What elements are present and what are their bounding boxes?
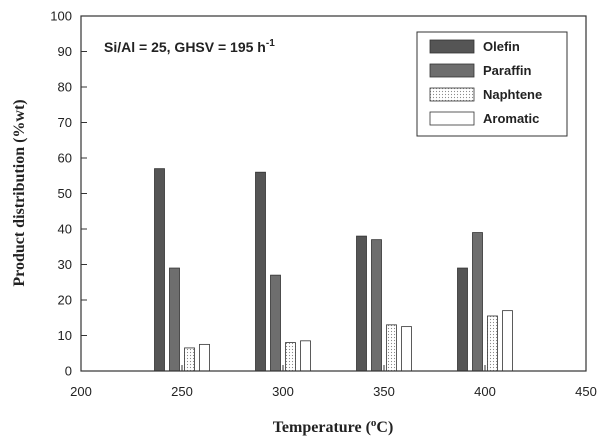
bar-naphtene-350	[386, 324, 397, 372]
legend-swatch-naphtene	[429, 87, 475, 102]
y-tick-label: 50	[58, 186, 72, 201]
legend-swatch-olefin	[429, 39, 475, 54]
bar-naphtene-300	[285, 342, 296, 372]
x-tick-label: 450	[575, 384, 597, 399]
y-tick-label: 100	[50, 9, 72, 24]
bar-olefin-250	[154, 168, 165, 372]
legend-label-paraffin: Paraffin	[483, 63, 531, 78]
x-axis: 200 250 300 350 400 450	[70, 365, 597, 399]
legend-label-olefin: Olefin	[483, 39, 520, 54]
x-tick-label: 350	[373, 384, 395, 399]
chart-annotation: Si/Al = 25, GHSV = 195 h-1	[104, 38, 275, 55]
y-tick-label: 20	[58, 293, 72, 308]
legend-swatch-aromatic	[429, 111, 475, 126]
y-tick-label: 60	[58, 151, 72, 166]
bar-aromatic-250	[199, 343, 210, 372]
bar-paraffin-300	[270, 274, 281, 372]
legend: Olefin Paraffin Naphtene Aromatic	[416, 31, 568, 137]
bar-naphtene-400	[487, 315, 498, 372]
bar-naphtene-250	[184, 347, 195, 372]
x-tick-label: 200	[70, 384, 92, 399]
x-tick-label: 400	[474, 384, 496, 399]
legend-label-naphtene: Naphtene	[483, 87, 542, 102]
bar-paraffin-250	[169, 267, 180, 372]
y-tick-label: 70	[58, 115, 72, 130]
bar-paraffin-400	[472, 232, 483, 372]
y-tick-label: 80	[58, 80, 72, 95]
y-axis: 0 10 20 30 40 50 60 70 80 90 100	[50, 9, 87, 379]
x-tick-label: 300	[272, 384, 294, 399]
bar-paraffin-350	[371, 239, 382, 372]
y-tick-label: 10	[58, 328, 72, 343]
x-tick-label: 250	[171, 384, 193, 399]
x-axis-title: Temperature (oC)	[273, 417, 394, 436]
y-axis-title: Product distribution (%wt)	[11, 99, 28, 286]
bar-aromatic-350	[401, 326, 412, 372]
y-tick-label: 30	[58, 257, 72, 272]
legend-label-aromatic: Aromatic	[483, 111, 539, 126]
y-tick-label: 0	[65, 364, 72, 379]
bar-olefin-400	[457, 267, 468, 372]
bar-olefin-300	[255, 171, 266, 372]
bars-layer	[154, 168, 513, 372]
y-tick-label: 40	[58, 222, 72, 237]
y-tick-label: 90	[58, 44, 72, 59]
legend-swatch-paraffin	[429, 63, 475, 78]
bar-aromatic-400	[502, 310, 513, 372]
bar-olefin-350	[356, 235, 367, 372]
bar-aromatic-300	[300, 340, 311, 372]
